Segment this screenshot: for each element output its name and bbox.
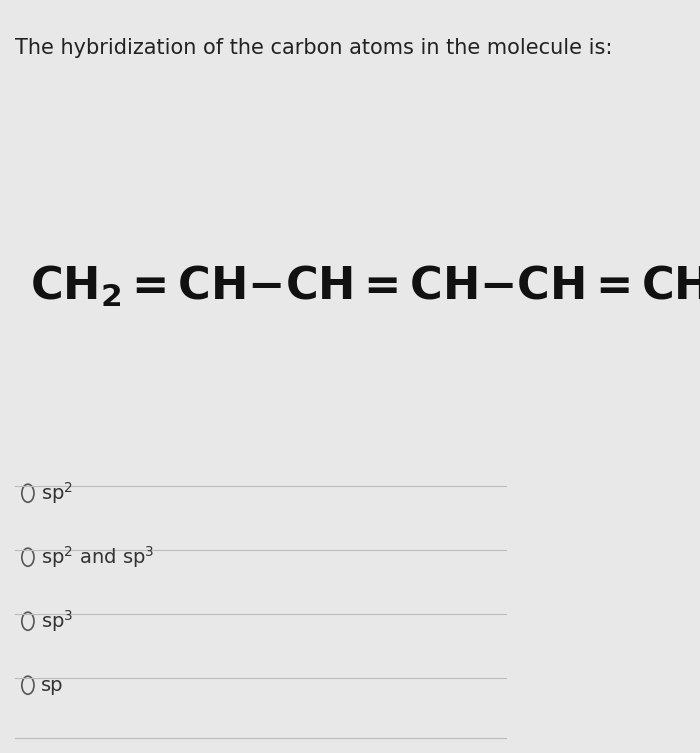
Text: sp: sp	[41, 675, 63, 695]
Text: sp$^3$: sp$^3$	[41, 608, 73, 634]
Text: $\mathbf{CH_2{=}CH{-}CH{=}CH{-}CH{=}CH_2}$: $\mathbf{CH_2{=}CH{-}CH{=}CH{-}CH{=}CH_2…	[30, 264, 700, 309]
Text: The hybridization of the carbon atoms in the molecule is:: The hybridization of the carbon atoms in…	[15, 38, 612, 58]
Text: sp$^2$ and sp$^3$: sp$^2$ and sp$^3$	[41, 544, 154, 570]
Text: sp$^2$: sp$^2$	[41, 480, 73, 506]
